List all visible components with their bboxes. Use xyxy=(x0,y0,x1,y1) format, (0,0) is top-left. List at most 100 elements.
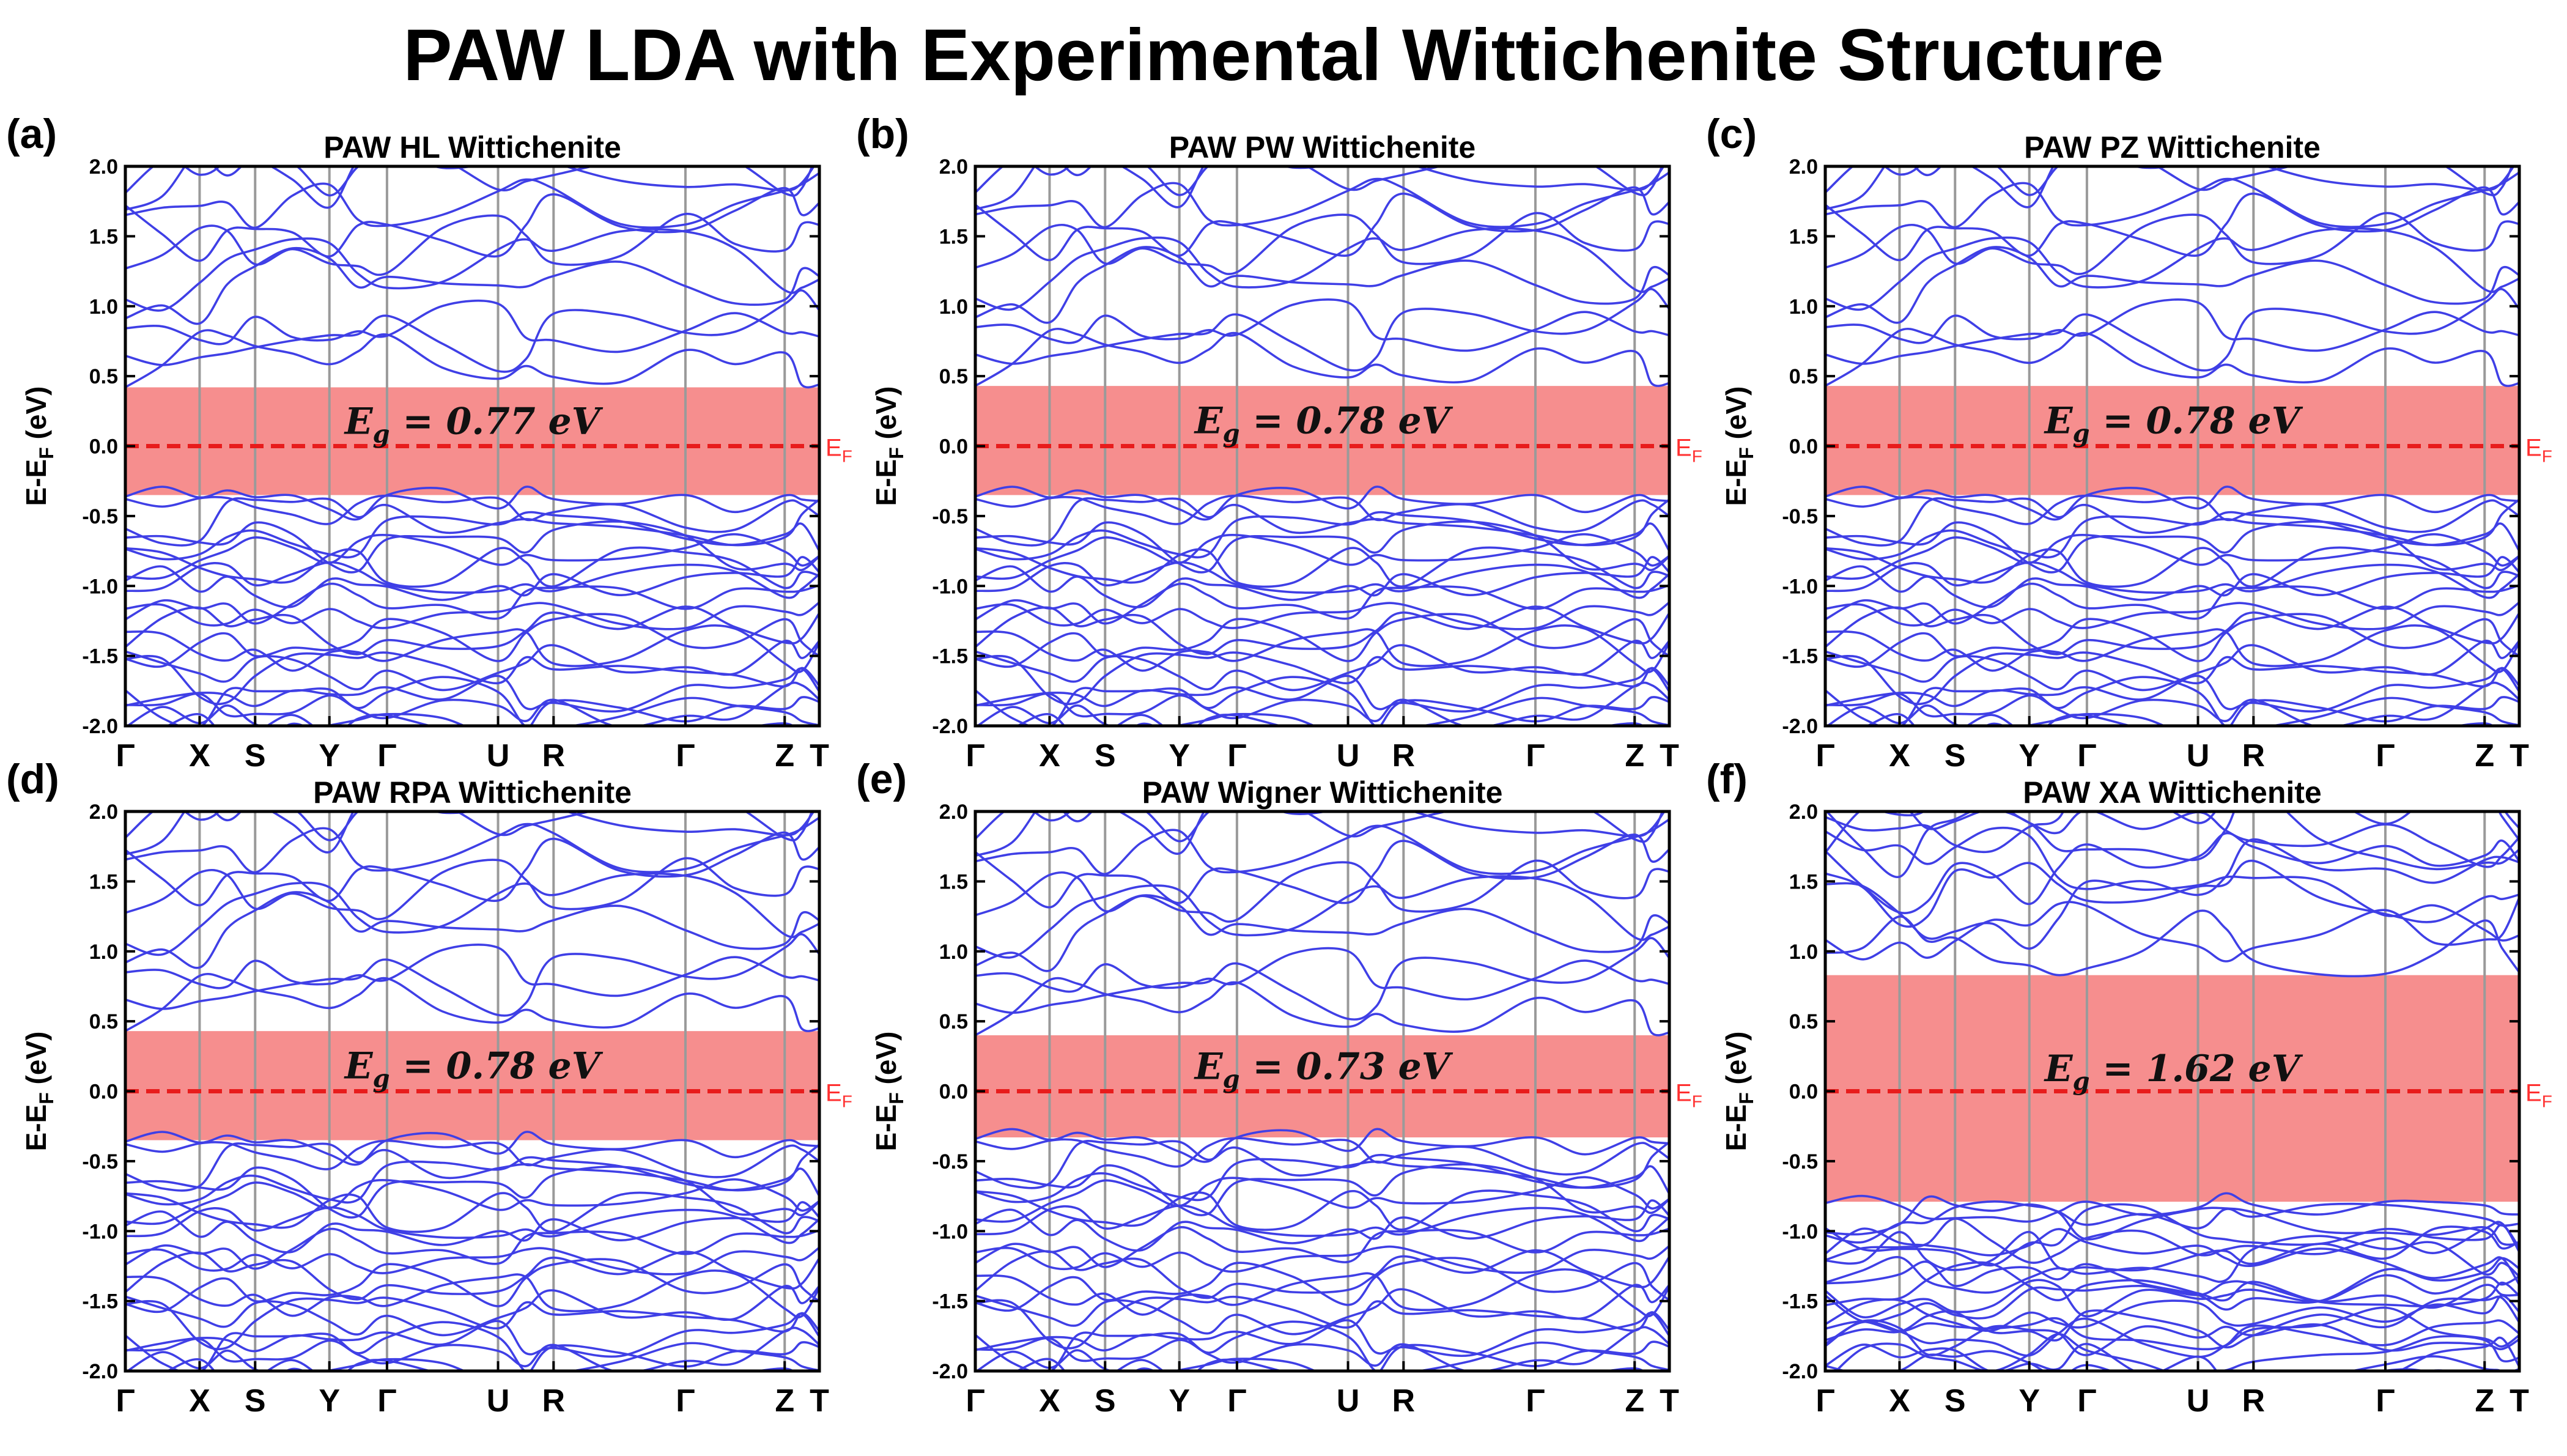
band-panel-1: (b) PAW PW Wittichenite EF Eg = 0.78 eV -2.0… xyxy=(856,111,1702,774)
conduction-band-line xyxy=(1825,246,2519,324)
y-tick-label: -1.0 xyxy=(932,1220,968,1243)
valence-band-line xyxy=(975,533,1669,580)
band-gap-label: Eg = 0.73 eV xyxy=(1194,1045,1453,1093)
fermi-level-label: EF xyxy=(826,435,852,466)
valence-band-line xyxy=(975,624,1669,674)
valence-band-line xyxy=(975,486,1669,521)
y-tick-label: -2.0 xyxy=(932,1360,968,1383)
valence-band-line xyxy=(125,667,819,713)
y-axis-label: E-EF (eV) xyxy=(20,1032,57,1151)
conduction-band-line xyxy=(125,166,816,197)
kpoint-label: Y xyxy=(1169,738,1190,774)
kpoint-label: Γ xyxy=(2376,738,2395,774)
conduction-band-line xyxy=(975,227,1669,311)
valence-band-line xyxy=(975,1340,1669,1371)
valence-band-line xyxy=(975,1312,1669,1358)
valence-band-line xyxy=(975,582,1669,625)
valence-band-line xyxy=(125,561,819,599)
kpoint-label: T xyxy=(2510,738,2529,774)
kpoint-label: Γ xyxy=(966,738,984,774)
kpoint-label: T xyxy=(1660,1383,1679,1419)
valence-band-line xyxy=(125,520,819,574)
valence-band-line xyxy=(975,1244,1669,1274)
y-tick-label: 0.5 xyxy=(1789,365,1818,388)
conduction-band-line xyxy=(975,875,1669,959)
valence-band-line xyxy=(1825,1306,2519,1351)
valence-band-line xyxy=(1825,681,2519,726)
valence-band-line xyxy=(975,1199,1669,1252)
kpoint-label: Γ xyxy=(1526,738,1545,774)
fermi-level-label: EF xyxy=(1675,1080,1702,1111)
valence-band-line xyxy=(975,1153,1669,1203)
valence-band-line xyxy=(975,1326,1669,1371)
valence-band-line xyxy=(1825,1200,2519,1246)
kpoint-label: T xyxy=(2510,1383,2529,1419)
valence-band-line xyxy=(1825,1225,2519,1272)
valence-band-line xyxy=(1825,1218,2519,1264)
conduction-band-line xyxy=(125,891,819,969)
band-panel-2: (c) PAW PZ Wittichenite EF Eg = 0.78 eV -2.0… xyxy=(1706,111,2552,774)
y-tick-label: -0.5 xyxy=(1782,1150,1818,1173)
kpoint-label: Γ xyxy=(676,738,695,774)
y-tick-label: -2.0 xyxy=(1782,715,1818,738)
panel-letter: (e) xyxy=(856,756,907,802)
conduction-band-line xyxy=(125,933,819,1017)
conduction-band-line xyxy=(125,246,819,325)
kpoint-label: S xyxy=(1945,738,1966,774)
conduction-band-line xyxy=(1825,811,2519,871)
conduction-band-line xyxy=(1825,909,2519,978)
valence-band-line xyxy=(975,681,1669,726)
y-tick-label: 1.0 xyxy=(939,940,968,964)
valence-band-line xyxy=(975,1320,1669,1371)
kpoint-label: Y xyxy=(319,738,340,774)
valence-band-line xyxy=(125,546,819,589)
conduction-band-line xyxy=(1825,288,2519,372)
valence-band-line xyxy=(975,1249,1669,1299)
valence-band-line xyxy=(975,561,1669,599)
bands-group xyxy=(975,811,1669,1371)
kpoint-label: R xyxy=(542,738,566,774)
kpoint-label: U xyxy=(2187,738,2210,774)
kpoint-label: U xyxy=(1337,1383,1360,1419)
valence-band-line xyxy=(1015,712,1284,726)
valence-band-line xyxy=(125,681,819,726)
conduction-band-line xyxy=(1825,859,2519,928)
valence-band-line xyxy=(975,613,1669,668)
conduction-band-line xyxy=(1825,212,2519,275)
valence-band-line xyxy=(975,520,1669,574)
kpoint-label: X xyxy=(1039,738,1060,774)
conduction-band-line xyxy=(125,172,819,229)
valence-band-line xyxy=(1825,486,2519,521)
band-gap-label: Eg = 0.77 eV xyxy=(344,400,604,448)
kpoint-label: Γ xyxy=(676,1383,695,1419)
y-tick-label: -2.0 xyxy=(1782,1360,1818,1383)
band-panel-0: (a) PAW HL Wittichenite EF Eg = 0.77 eV -2.0… xyxy=(6,111,852,774)
conduction-band-line xyxy=(125,289,819,373)
valence-band-line xyxy=(1079,1359,1645,1371)
valence-band-line xyxy=(1825,1295,2519,1349)
y-tick-label: 2.0 xyxy=(939,155,968,179)
fermi-level-label: EF xyxy=(826,1080,852,1111)
conduction-band-line xyxy=(1825,186,2519,262)
kpoint-label: U xyxy=(2187,1383,2210,1419)
band-gap-label: Eg = 0.78 eV xyxy=(2044,399,2303,448)
valence-band-line xyxy=(975,1268,1669,1318)
valence-band-line xyxy=(125,640,819,692)
kpoint-label: Z xyxy=(1625,738,1644,774)
kpoint-label: T xyxy=(810,738,829,774)
bands-group xyxy=(125,166,819,726)
fermi-level-label: EF xyxy=(2525,1080,2552,1111)
valence-band-line xyxy=(1825,624,2519,674)
valence-band-line xyxy=(975,601,1669,630)
valence-band-line xyxy=(125,1178,819,1225)
kpoint-label: X xyxy=(1039,1383,1060,1419)
kpoint-label: Z xyxy=(2475,738,2494,774)
valence-band-line xyxy=(1825,667,2519,713)
conduction-band-line xyxy=(975,811,1666,843)
valence-band-line xyxy=(1825,533,2519,580)
valence-band-line xyxy=(975,1295,1669,1350)
conduction-band-line xyxy=(1825,713,2519,785)
kpoint-label: Γ xyxy=(2077,738,2096,774)
y-tick-label: -1.0 xyxy=(932,575,968,598)
